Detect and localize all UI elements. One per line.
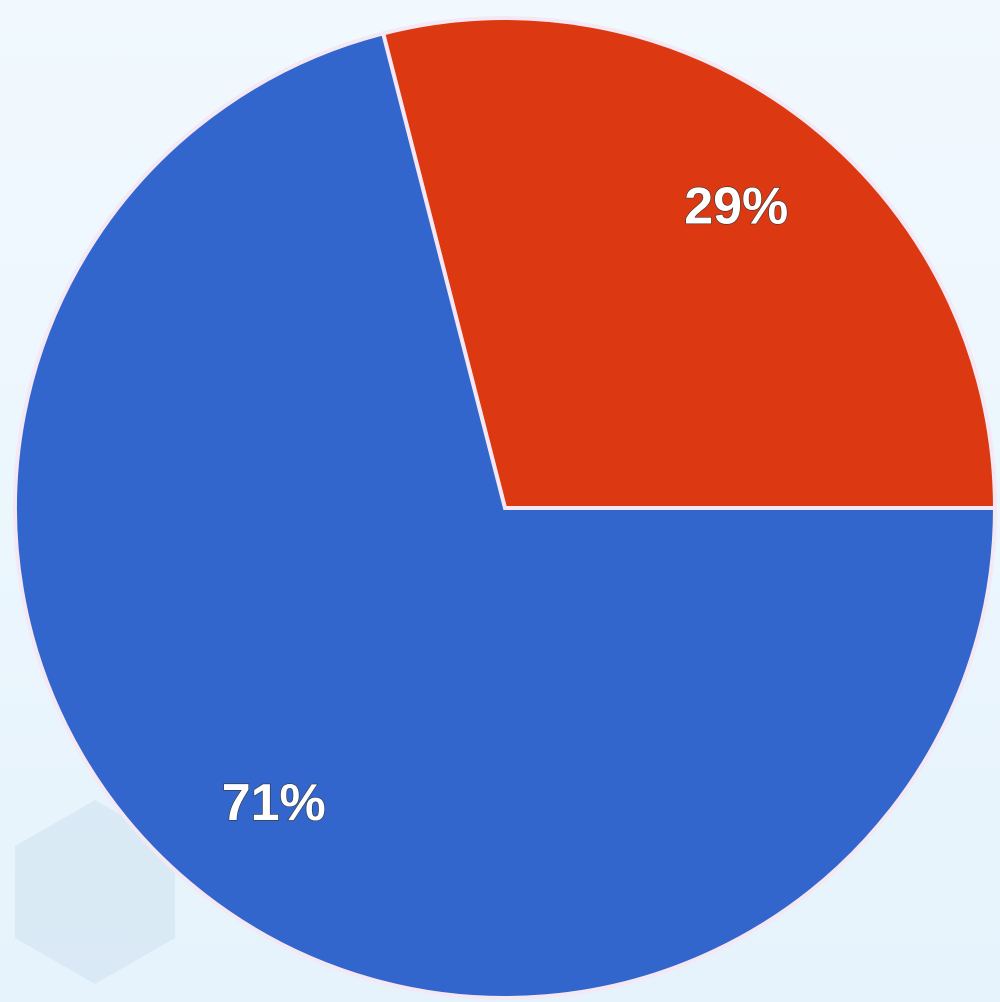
pie-slice <box>380 16 998 510</box>
pie-slice <box>13 30 998 1000</box>
slice-label: 29% <box>684 178 788 236</box>
slice-label: 71% <box>222 774 326 832</box>
pie: 29% 71% <box>13 16 998 1000</box>
watermark <box>15 800 175 984</box>
